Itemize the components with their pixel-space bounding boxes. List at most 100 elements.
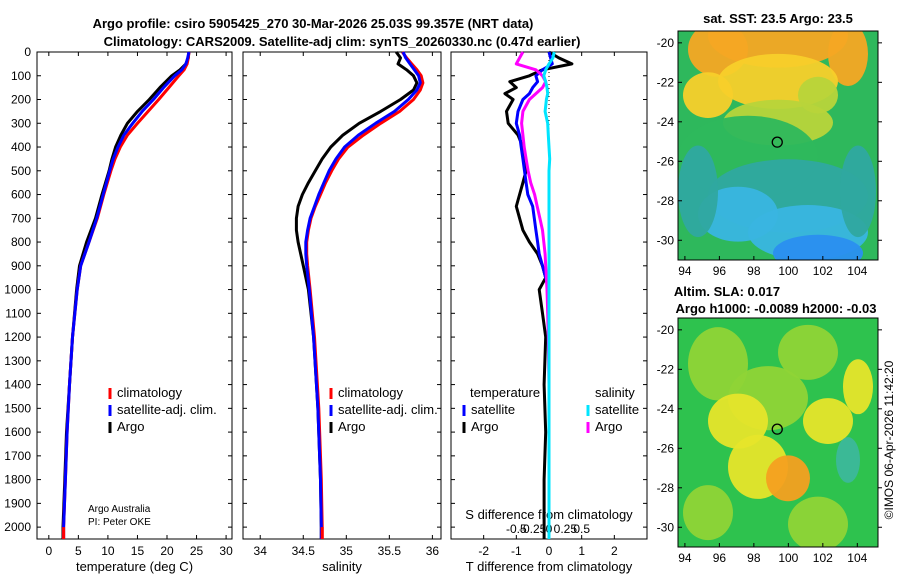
salinity-legend-label: climatology (338, 385, 404, 400)
difference-s-tick-label: -0.25 (519, 522, 547, 536)
differences-xlabel: T difference from climatology (466, 559, 633, 574)
sst_map-color-patch (828, 31, 868, 86)
sst_map-xtick-label: 96 (713, 264, 727, 278)
depth-tick-label: 700 (11, 211, 31, 225)
depth-tick-label: 600 (11, 188, 31, 202)
sst_map-color-patch (840, 145, 876, 238)
sst_map-frame (677, 30, 879, 261)
sla_map-ytick-label: -20 (657, 323, 675, 337)
sla_map-xtick-label: 102 (813, 551, 833, 565)
difference-legend-s-title: salinity (595, 385, 635, 400)
salinity-legend-label: satellite-adj. clim. (338, 402, 438, 417)
sst_map-field (678, 31, 878, 260)
depth-tick-label: 1900 (4, 496, 31, 510)
salinity-xtick-label: 35.5 (378, 544, 402, 558)
temperature-xtick-label: 25 (190, 544, 204, 558)
depth-tick-label: 1000 (4, 283, 31, 297)
depth-tick-label: 1100 (5, 306, 31, 320)
differences-xtick-label: -1 (511, 544, 522, 558)
sla_map-ytick-label: -28 (657, 481, 675, 495)
sst-map-panel: sat. SST: 23.5 Argo: 23.5 94 96 98 100 102 104… (657, 11, 882, 278)
sla_map-color-patch (778, 324, 838, 380)
temperature-xtick-label: 0 (45, 544, 52, 558)
sla_map-color-patch (843, 359, 873, 415)
salinity-series-satellite-adj-clim- (304, 51, 422, 539)
depth-tick-label: 1200 (4, 330, 31, 344)
sst-map-title: sat. SST: 23.5 Argo: 23.5 (703, 11, 853, 26)
sst_map-ytick-label: -26 (657, 154, 675, 168)
salinity-xtick-label: 35 (340, 544, 354, 558)
difference-s-tick-label: 0.25 (554, 522, 578, 536)
sla_map-color-patch (708, 393, 768, 449)
differences-xtick-label: 0 (546, 544, 553, 558)
salinity-xlabel: salinity (322, 559, 362, 574)
sla_map-ytick-label: -24 (657, 402, 675, 416)
temperature-xtick-label: 20 (160, 544, 174, 558)
sla_map-ytick-label: -30 (657, 520, 675, 534)
sst_map-color-patch (773, 234, 863, 260)
temperature-xtick-label: 5 (75, 544, 82, 558)
depth-tick-label: 1300 (4, 354, 31, 368)
sst_map-xtick-label: 104 (847, 264, 867, 278)
difference-s-tick-label: -0.5 (506, 522, 527, 536)
sst_map-argo-marker (771, 136, 783, 148)
sla_map-frame (677, 317, 879, 548)
sla_map-field (678, 318, 878, 547)
temperature-legend-label: Argo (117, 419, 144, 434)
depth-tick-label: 300 (11, 116, 31, 130)
depth-tick-label: 900 (11, 259, 31, 273)
depth-tick-label: 1800 (4, 473, 31, 487)
depth-tick-label: 0 (24, 45, 31, 59)
sla_map-color-patch (836, 437, 860, 483)
temperature-xtick-label: 30 (219, 544, 233, 558)
sst_map-xtick-label: 98 (747, 264, 761, 278)
difference-legend-t-title: temperature (470, 385, 540, 400)
salinity-legend-label: Argo (338, 419, 365, 434)
salinity-xtick-label: 34.5 (292, 544, 316, 558)
sla_map-xtick-label: 104 (847, 551, 867, 565)
sla_map-xtick-label: 96 (713, 551, 727, 565)
credit-line-1: Argo Australia (88, 504, 151, 515)
depth-tick-label: 400 (11, 140, 31, 154)
sla_map-ytick-label: -26 (657, 441, 675, 455)
sla_map-argo-marker (771, 423, 783, 435)
difference-series-salinity-satellite (542, 51, 556, 539)
differences-xtick-label: 2 (611, 544, 618, 558)
difference-panel: -2 -1 0 1 2T difference from climatology -0.5… (450, 50, 648, 574)
header-line-1: Argo profile: csiro 5905425_270 30-Mar-2… (93, 16, 534, 31)
sla_map-xtick-label: 98 (747, 551, 761, 565)
salinity-panel: 34 34.5 35 35.5 36 salinity climatology satelli… (242, 51, 442, 574)
salinity-xtick-label: 36 (426, 544, 440, 558)
sst_map-color-patch (683, 72, 733, 119)
differences-xtick-label: -2 (478, 544, 489, 558)
difference-s-legend-label: Argo (595, 419, 622, 434)
sst_map-color-patch (678, 145, 718, 238)
sst_map-xtick-label: 94 (678, 264, 692, 278)
difference-s-legend-label: satellite (595, 402, 639, 417)
sst_map-ytick-label: -30 (657, 233, 675, 247)
sst_map-ytick-label: -20 (657, 36, 675, 50)
sla_map-color-patch (803, 398, 853, 444)
header-line-2: Climatology: CARS2009. Satellite-adj cli… (104, 34, 581, 49)
difference-s-tick-label: 0.5 (573, 522, 590, 536)
depth-tick-label: 800 (11, 235, 31, 249)
depth-tick-label: 1500 (4, 401, 31, 415)
sst_map-ytick-label: -28 (657, 194, 675, 208)
sla_map-ytick-label: -22 (657, 362, 675, 376)
depth-tick-label: 1400 (4, 378, 31, 392)
sla-map-panel: Altim. SLA: 0.017 Argo h1000: -0.0089 h20… (657, 284, 882, 565)
sla_map-color-patch (788, 496, 848, 547)
sla-map-title: Altim. SLA: 0.017 (674, 284, 780, 299)
temperature-xtick-label: 15 (131, 544, 145, 558)
temperature-legend-label: climatology (117, 385, 183, 400)
depth-tick-label: 500 (11, 164, 31, 178)
difference-t-legend-label: Argo (471, 419, 498, 434)
differences-xtick-label: 1 (578, 544, 585, 558)
depth-tick-label: 100 (11, 69, 31, 83)
sla_map-xtick-label: 94 (678, 551, 692, 565)
sst_map-ytick-label: -24 (657, 115, 675, 129)
credit-line-2: PI: Peter OKE (88, 517, 151, 528)
sla_map-color-patch (766, 455, 810, 502)
depth-tick-label: 2000 (4, 520, 31, 534)
